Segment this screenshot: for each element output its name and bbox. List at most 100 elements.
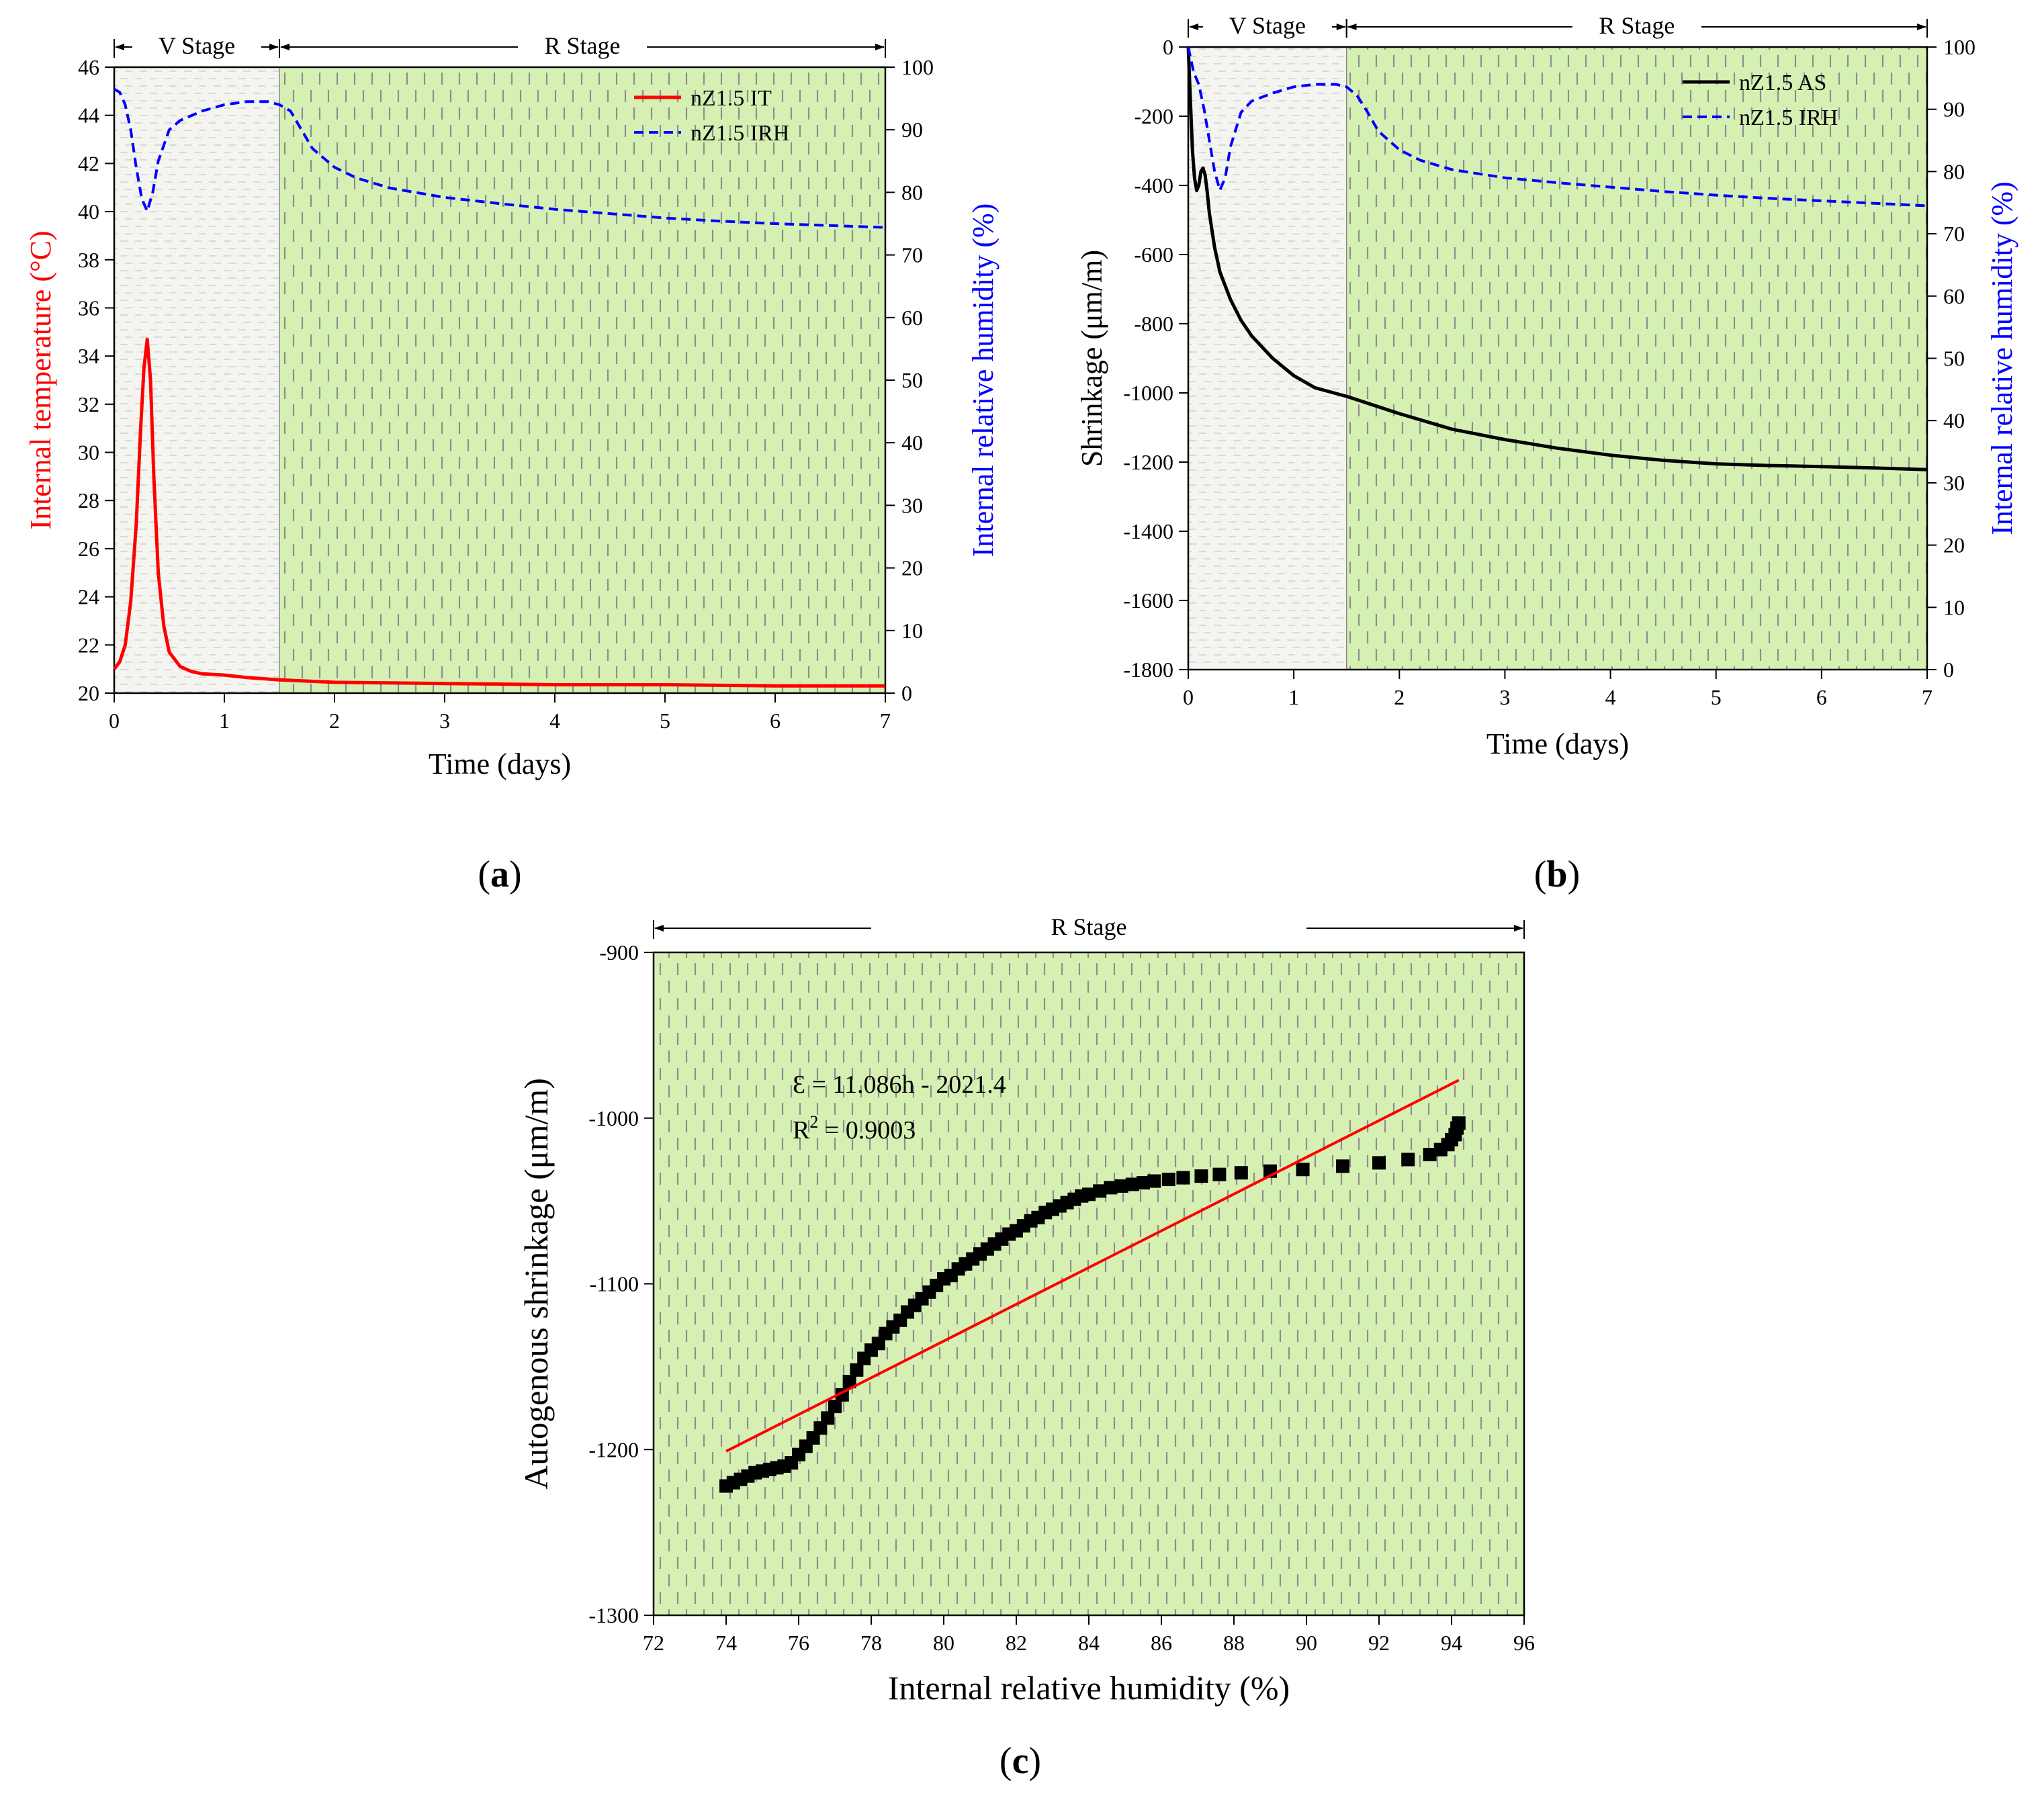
series-line-nz1.5-as [1186,46,1928,471]
y-left-tick-label: -1400 [1123,519,1173,543]
x-tick-label: 82 [1006,1631,1027,1655]
x-axis-title: Internal relative humidity (%) [888,1669,1290,1707]
y-right-tick-label: 20 [1943,533,1965,557]
stage-label: V Stage [159,32,235,59]
legend-label: nZ1.5 IRH [691,121,789,146]
stage-label: R Stage [1051,913,1127,940]
x-tick-label: 96 [1513,1631,1535,1655]
y-right-tick-label: 0 [901,681,912,705]
y-right-tick-label: 10 [901,619,923,643]
stage-label: V Stage [1229,12,1306,39]
data-point [1336,1159,1349,1173]
x-tick-label: 5 [660,709,670,733]
y-right-tick-label: 100 [1943,35,1975,59]
data-point [1093,1184,1107,1198]
x-tick-label: 86 [1151,1631,1172,1655]
y-axis-title: Autogenous shrinkage (μm/m) [517,1078,555,1490]
y-left-tick-label: 34 [78,344,99,368]
x-tick-label: 7 [1922,685,1932,709]
data-point [1147,1174,1161,1188]
panel-label-paren: ) [1568,854,1581,895]
data-point [1296,1163,1310,1177]
fit-line [725,1079,1460,1453]
data-point [1452,1116,1466,1130]
y-left-tick-label: 42 [78,151,99,175]
x-tick-label: 80 [933,1631,954,1655]
y-left-tick-label: 20 [78,681,99,705]
x-tick-label: 0 [1183,685,1194,709]
y-left-tick-label: -200 [1134,104,1173,128]
x-tick-label: 84 [1078,1631,1100,1655]
y-right-tick-label: 100 [901,55,934,79]
x-tick-label: 6 [1816,685,1827,709]
x-tick-label: 2 [1394,685,1405,709]
data-point [821,1411,835,1425]
y-left-tick-label: 46 [78,55,99,79]
panel-label-letter: c [1012,1740,1029,1782]
y-left-tick-label: -600 [1134,242,1173,267]
data-point [1401,1153,1415,1167]
data-point [1372,1156,1386,1170]
y-right-tick-label: 40 [901,431,923,455]
series-line-nz1.5-irh [114,87,886,229]
panel-label: (b) [1534,854,1580,895]
v-stage-region [114,67,279,693]
data-point [1423,1148,1437,1162]
y-left-axis-title: Shrinkage (μm/m) [1075,250,1108,467]
y-right-tick-label: 50 [901,368,923,392]
y-right-tick-label: 90 [1943,97,1965,122]
v-stage-region [1188,47,1347,670]
y-right-tick-label: 30 [901,493,923,517]
y-tick-label: -900 [599,940,639,964]
x-tick-label: 2 [329,709,340,733]
data-point [1114,1179,1128,1193]
data-point [1137,1175,1150,1189]
y-right-axis-title: Internal relative humidity (%) [967,204,999,557]
data-point [1176,1171,1190,1185]
panel-label-paren: ( [999,1740,1012,1782]
x-tick-label: 6 [770,709,781,733]
r-squared-symbol: R [793,1116,810,1144]
x-tick-label: 1 [1288,685,1299,709]
y-left-tick-label: -400 [1134,173,1173,197]
y-left-tick-label: 32 [78,392,99,416]
y-tick-label: -1000 [588,1106,639,1130]
y-right-tick-label: 80 [901,180,923,204]
y-right-tick-label: 10 [1943,595,1965,619]
y-right-tick-label: 0 [1943,658,1954,682]
x-tick-label: 5 [1711,685,1722,709]
y-right-tick-label: 70 [1943,222,1965,246]
chart-panel-a: 0 1 2 3 4 5 6 720222426283032343638404244460102… [24,32,999,895]
x-tick-label: 1 [219,709,230,733]
y-left-tick-label: -1200 [1123,450,1173,474]
y-left-tick-label: -1000 [1123,381,1173,405]
y-right-tick-label: 70 [901,243,923,267]
data-point [1234,1166,1248,1180]
panel-label-paren: ) [1028,1740,1041,1782]
data-point [1082,1187,1096,1202]
stage-label: R Stage [545,32,621,59]
chart-panel-b: 0 1 2 3 4 5 6 7 -1800 -1600 -1400 -1200 -1000 -800 -60… [1075,12,2018,895]
y-left-tick-label: 28 [78,488,99,512]
y-right-tick-label: 90 [901,118,923,142]
y-left-tick-label: 40 [78,199,99,224]
x-axis-title: Time (days) [1486,727,1629,760]
r-squared: R2 = 0.9003 [793,1112,916,1144]
x-tick-label: 72 [643,1631,664,1655]
data-point [1104,1181,1118,1195]
y-left-tick-label: -1600 [1123,588,1173,613]
panel-label: (a) [478,854,521,895]
x-tick-label: 90 [1296,1631,1317,1655]
x-tick-label: 88 [1223,1631,1245,1655]
panel-label-paren: ( [1534,854,1547,895]
panel-label: (c) [999,1740,1041,1782]
legend-label: nZ1.5 IRH [1739,105,1838,130]
y-left-tick-label: 36 [78,296,99,320]
r-stage-region [654,952,1524,1615]
y-left-tick-label: 44 [78,103,99,128]
r-stage-region [1346,47,1927,670]
data-point [1212,1167,1227,1181]
data-point [842,1375,856,1389]
y-tick-label: -1100 [590,1272,639,1296]
r-squared-sup: 2 [809,1112,818,1132]
